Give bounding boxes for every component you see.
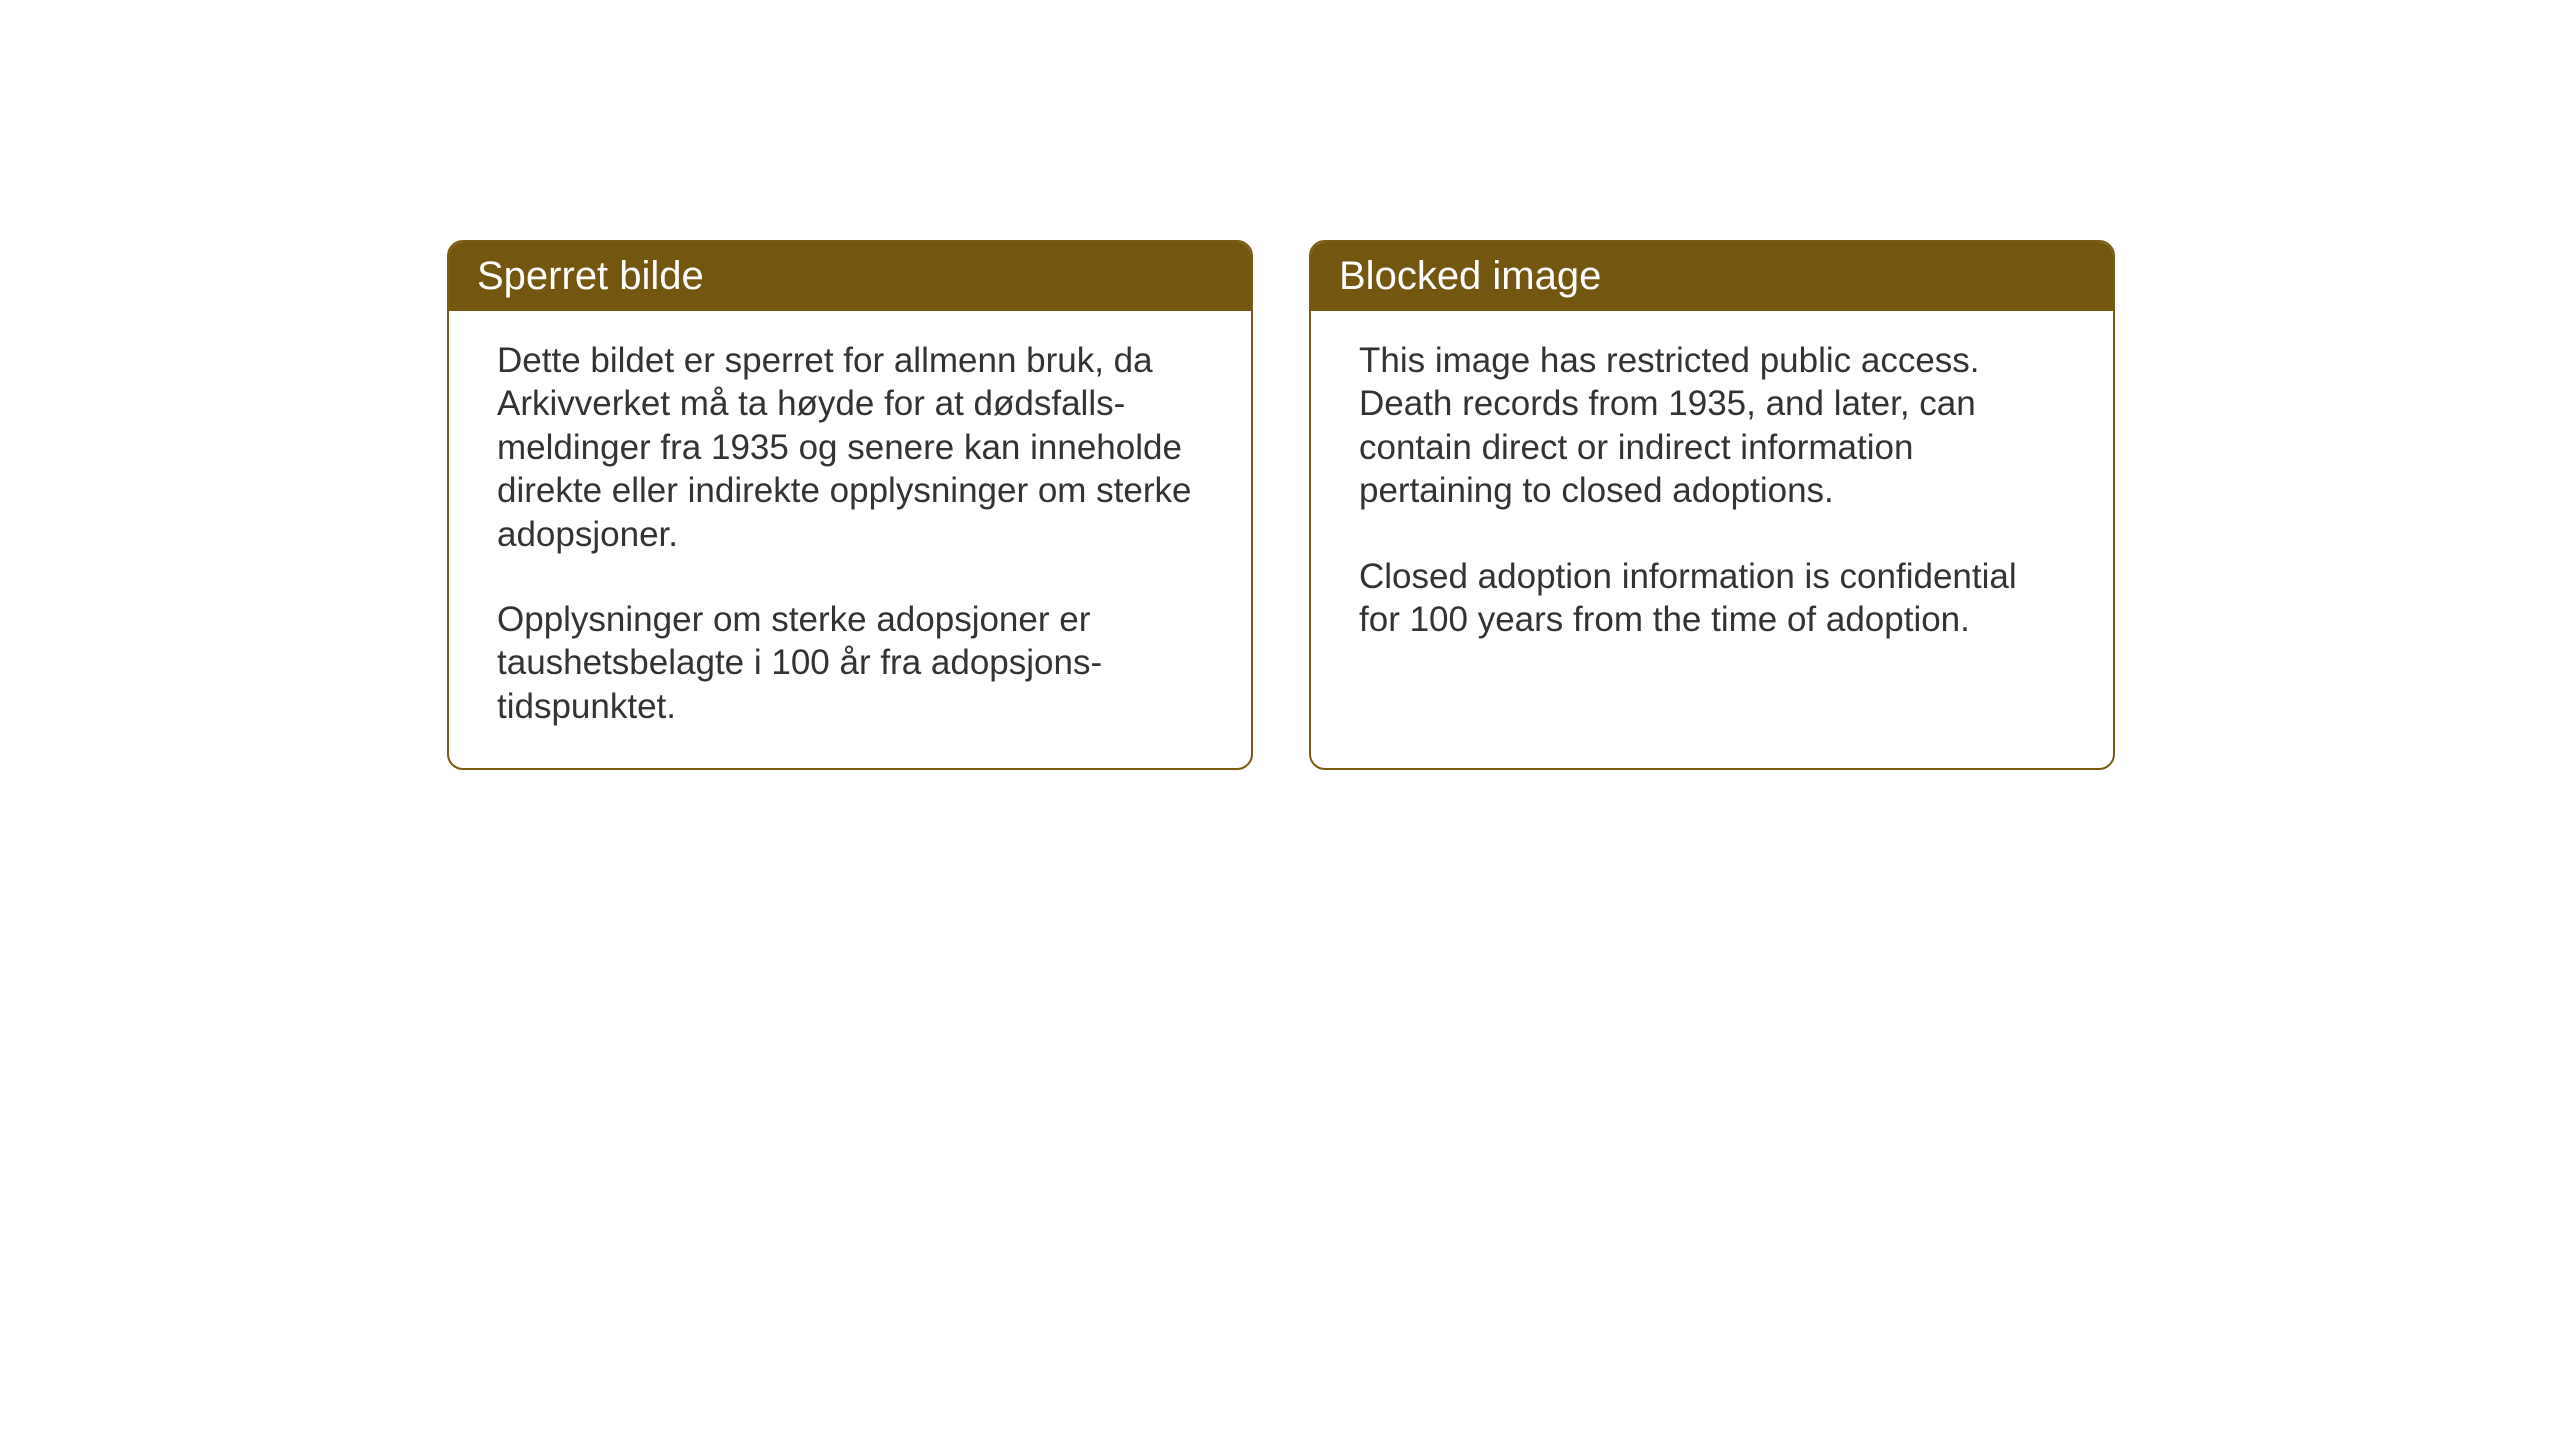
card-title: Blocked image [1339, 254, 1601, 298]
card-title: Sperret bilde [477, 254, 704, 298]
card-header-english: Blocked image [1311, 242, 2113, 311]
card-paragraph: Closed adoption information is confident… [1359, 555, 2065, 642]
card-header-norwegian: Sperret bilde [449, 242, 1251, 311]
card-body-english: This image has restricted public access.… [1311, 311, 2113, 681]
card-paragraph: Dette bildet er sperret for allmenn bruk… [497, 339, 1203, 556]
card-norwegian: Sperret bilde Dette bildet er sperret fo… [447, 240, 1253, 770]
card-paragraph: This image has restricted public access.… [1359, 339, 2065, 513]
cards-container: Sperret bilde Dette bildet er sperret fo… [447, 240, 2115, 770]
card-english: Blocked image This image has restricted … [1309, 240, 2115, 770]
card-paragraph: Opplysninger om sterke adopsjoner er tau… [497, 598, 1203, 728]
card-body-norwegian: Dette bildet er sperret for allmenn bruk… [449, 311, 1251, 768]
